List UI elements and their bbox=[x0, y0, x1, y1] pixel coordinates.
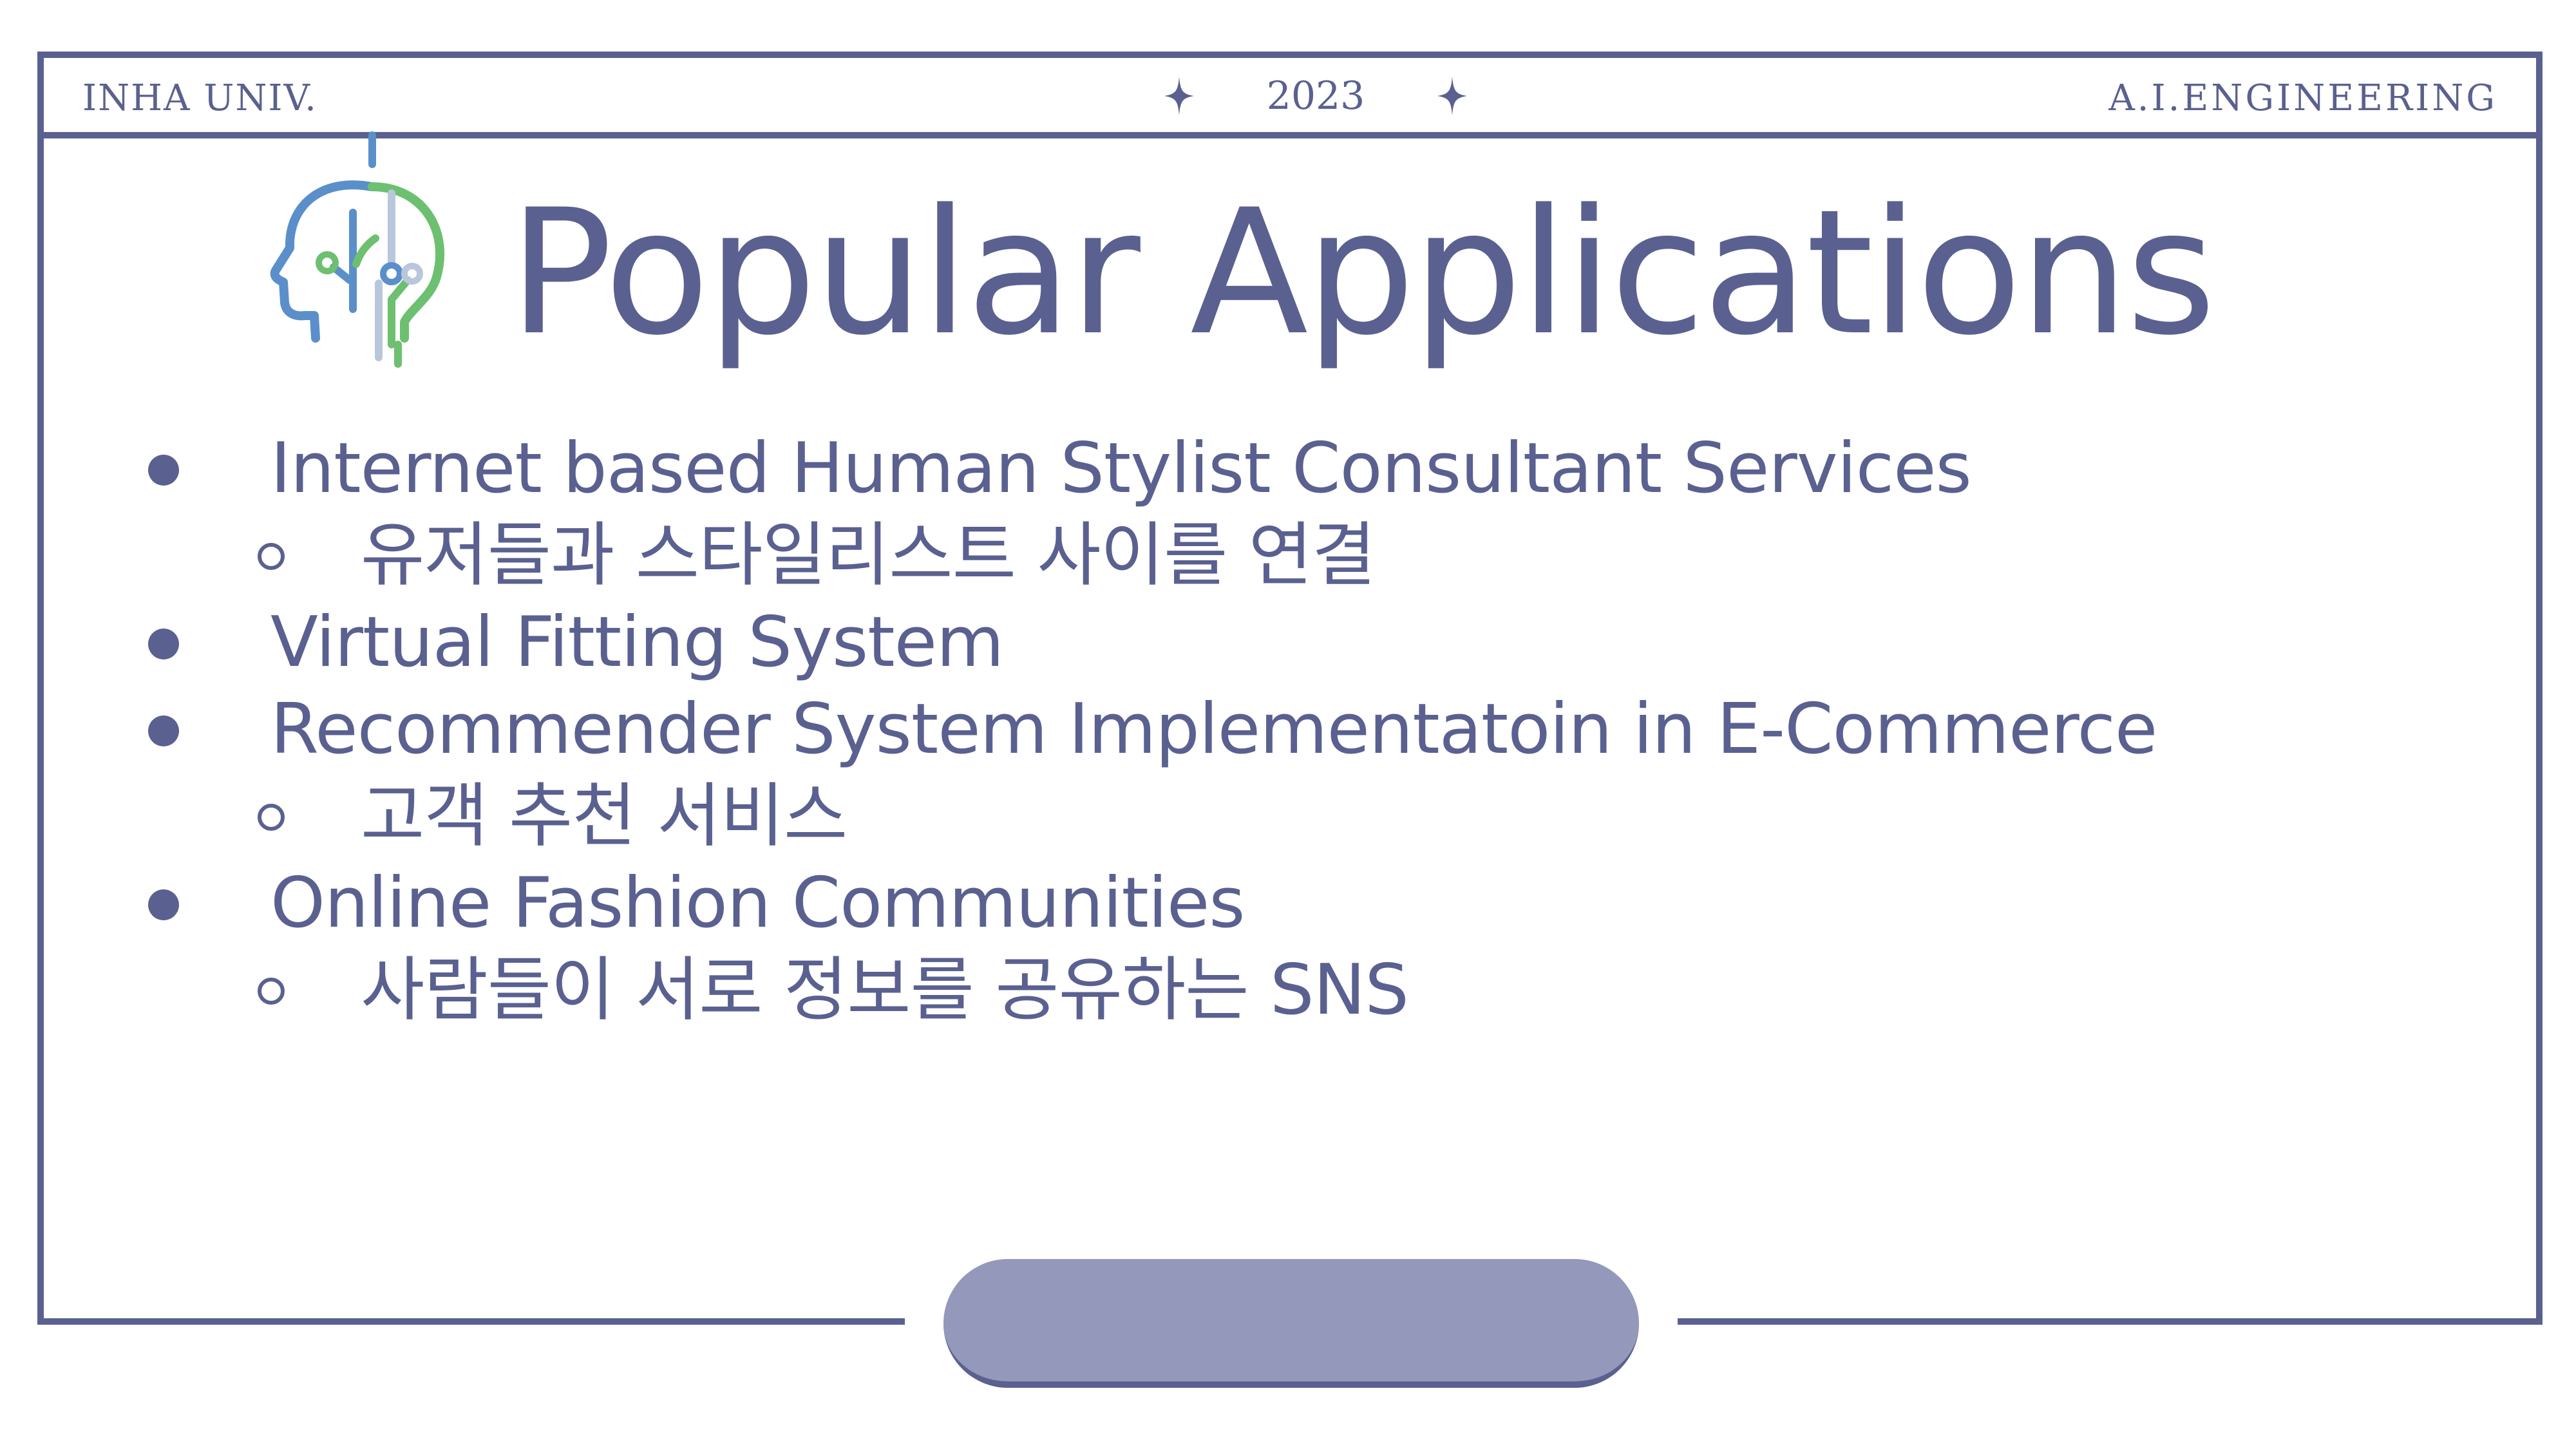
bullet-dot-icon bbox=[148, 889, 179, 920]
sub-bullet-text: 사람들이 서로 정보를 공유하는 SNS bbox=[361, 950, 1409, 1030]
bullet-item: Recommender System Implementatoin in E-C… bbox=[148, 686, 2157, 773]
slide-frame: INHA UNIV. 2023 A.I.ENGINEERING bbox=[37, 52, 2543, 1325]
sub-bullet-text: 고객 추천 서비스 bbox=[361, 776, 848, 857]
bullet-item: Internet based Human Stylist Consultant … bbox=[148, 425, 2157, 512]
header-left-text: INHA UNIV. bbox=[82, 77, 317, 119]
slide-title: Popular Applications bbox=[509, 173, 2216, 374]
sub-bullet-item: 유저들과 스타일리스트 사이를 연결 bbox=[148, 512, 2157, 599]
bullet-item: Virtual Fitting System bbox=[148, 599, 2157, 686]
sub-bullet-item: 고객 추천 서비스 bbox=[148, 773, 2157, 860]
sub-bullet-text: 유저들과 스타일리스트 사이를 연결 bbox=[361, 515, 1376, 596]
bullet-dot-icon bbox=[148, 455, 179, 486]
sub-bullet-ring-icon bbox=[258, 804, 285, 831]
sub-bullet-item: 사람들이 서로 정보를 공유하는 SNS bbox=[148, 947, 2157, 1034]
bullet-text: Online Fashion Communities bbox=[270, 863, 1245, 943]
bullet-text: Virtual Fitting System bbox=[270, 602, 1004, 683]
bullet-text: Recommender System Implementatoin in E-C… bbox=[270, 689, 2157, 770]
sub-bullet-ring-icon bbox=[258, 543, 285, 570]
header-center: 2023 bbox=[1164, 73, 1467, 118]
bullet-dot-icon bbox=[148, 715, 179, 746]
bullet-item: Online Fashion Communities bbox=[148, 860, 2157, 947]
header-year: 2023 bbox=[1266, 73, 1365, 118]
header-right-text: A.I.ENGINEERING bbox=[2108, 77, 2497, 119]
bullet-text: Internet based Human Stylist Consultant … bbox=[270, 428, 1972, 509]
ai-head-icon bbox=[270, 131, 445, 368]
sub-bullet-ring-icon bbox=[258, 978, 285, 1005]
footer-pill bbox=[943, 1259, 1639, 1388]
bullet-list: Internet based Human Stylist Consultant … bbox=[148, 425, 2157, 1034]
star-icon bbox=[1164, 77, 1194, 115]
star-icon bbox=[1437, 77, 1467, 115]
slide-header: INHA UNIV. 2023 A.I.ENGINEERING bbox=[44, 58, 2536, 138]
bullet-dot-icon bbox=[148, 629, 179, 659]
